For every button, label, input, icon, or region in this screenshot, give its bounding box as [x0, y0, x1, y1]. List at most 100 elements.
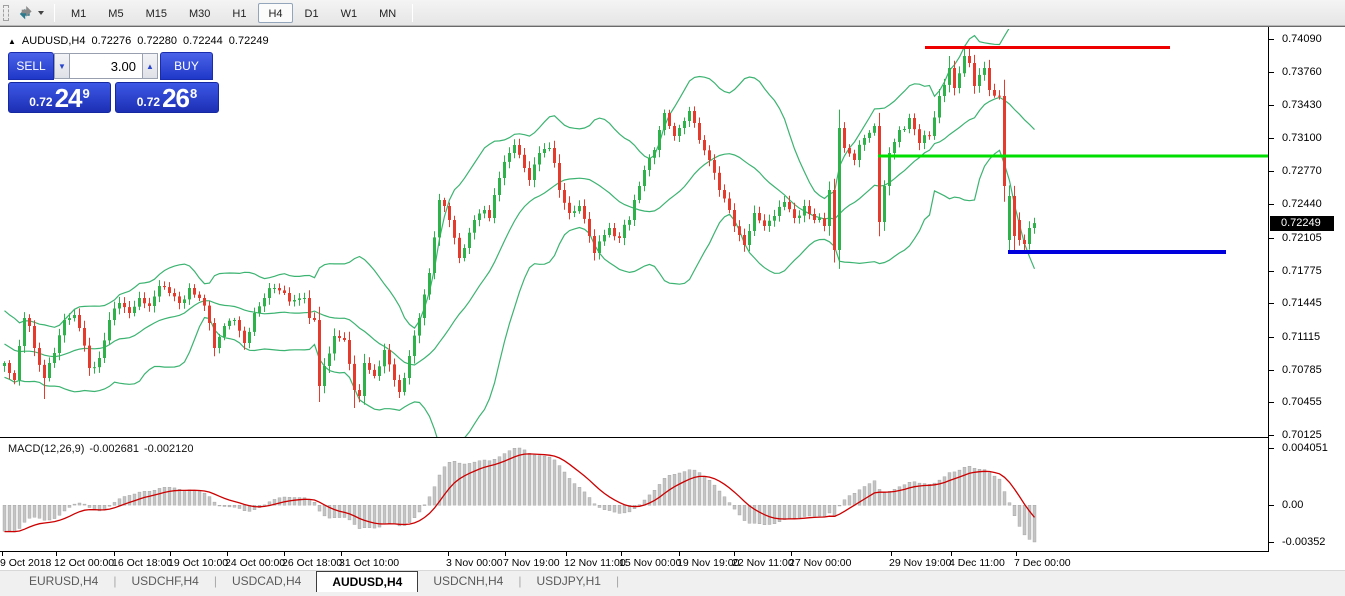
price-tick-label: 0.74090	[1282, 33, 1322, 45]
chart-tab-usdjpy-h1[interactable]: USDJPY,H1	[536, 574, 601, 588]
timeframe-button-m5[interactable]: M5	[108, 7, 124, 20]
tab-separator: |	[213, 574, 217, 588]
axis-tick	[1269, 448, 1274, 449]
time-tick	[2, 552, 3, 556]
chart-tab-audusd-h4[interactable]: AUDUSD,H4	[316, 571, 419, 592]
price-panel[interactable]: ▲ AUDUSD,H4 0.72276 0.72280 0.72244 0.72…	[0, 29, 1268, 437]
time-tick	[448, 552, 449, 556]
timeframe-button-d1[interactable]: D1	[304, 7, 319, 20]
price-axis[interactable]: 0.74090 0.73760 0.73430 0.73100 0.72770 0.724…	[1268, 27, 1345, 571]
axis-tick	[1269, 72, 1274, 73]
time-tick	[679, 552, 680, 556]
timeframe-button-h1[interactable]: H1	[232, 7, 247, 20]
chart-tab-bar: EURUSD,H4 | USDCHF,H4 | USDCAD,H4 AUDUSD,H4 US…	[0, 570, 1345, 596]
time-tick-label: 24 Oct 00:00	[225, 557, 286, 569]
price-tick-label: 0.70785	[1282, 364, 1322, 376]
level-line-green	[878, 154, 1268, 158]
price-tick-label: 0.70125	[1282, 429, 1322, 441]
price-tick-label: 0.72105	[1282, 232, 1322, 244]
macd-signal-line	[4, 453, 1036, 533]
timeframe-button-m30[interactable]: M30	[188, 7, 211, 20]
ohlc-close: 0.72249	[228, 35, 269, 47]
axis-tick	[1269, 138, 1274, 139]
chart-tab-usdchf-h4[interactable]: USDCHF,H4	[131, 574, 199, 588]
time-tick-label: 19 Oct 10:00	[168, 557, 229, 569]
timeframe-button-mn[interactable]: MN	[379, 7, 397, 20]
panel-divider[interactable]	[0, 437, 1345, 438]
chevron-down-icon[interactable]	[38, 10, 44, 15]
time-tick	[621, 552, 622, 556]
macd-signal-value: -0.002120	[143, 443, 194, 455]
toolbar-separator	[54, 3, 55, 22]
buy-button[interactable]: BUY	[160, 52, 213, 80]
time-axis[interactable]: 9 Oct 2018 12 Oct 00:00 16 Oct 18:00 19 Oct…	[0, 552, 1345, 571]
price-tick-label: 0.73100	[1282, 132, 1322, 144]
macd-max-label: 0.004051	[1282, 442, 1328, 454]
macd-panel[interactable]: MACD(12,26,9) -0.002681 -0.002120	[0, 440, 1268, 551]
chart-window[interactable]: ▲ AUDUSD,H4 0.72276 0.72280 0.72244 0.72…	[0, 26, 1345, 571]
chart-tab-eurusd-h4[interactable]: EURUSD,H4	[29, 574, 99, 588]
toolbar-grip[interactable]	[3, 4, 9, 21]
time-tick	[891, 552, 892, 556]
current-price-badge: 0.72249	[1270, 216, 1334, 231]
ask-price-panel[interactable]: 0.72 26 8	[115, 82, 219, 113]
sell-button[interactable]: SELL	[8, 52, 54, 80]
time-tick-label: 12 Nov 11:00	[564, 557, 626, 569]
resistance-line-red	[925, 46, 1170, 49]
panel-divider	[0, 551, 1345, 552]
time-tick-label: 31 Oct 10:00	[339, 557, 400, 569]
macd-zero-label: 0.00	[1282, 499, 1304, 511]
macd-indicator-label: MACD(12,26,9) -0.002681 -0.002120	[8, 443, 194, 455]
ohlc-high: 0.72280	[137, 35, 178, 47]
time-tick	[734, 552, 735, 556]
candlestick-chart[interactable]	[0, 29, 1268, 437]
bid-prefix: 0.72	[29, 95, 53, 109]
one-click-trading-widget: SELL ▼ ▲ BUY 0.72 24 9 0.72 26 8	[8, 52, 219, 113]
horizontal-level-lines[interactable]	[878, 46, 1268, 254]
axis-tick	[1269, 271, 1274, 272]
axis-tick	[1269, 402, 1274, 403]
time-tick	[566, 552, 567, 556]
axis-tick	[1269, 337, 1274, 338]
time-tick	[114, 552, 115, 556]
bollinger-lower	[4, 149, 1036, 437]
timeframe-toolbar: M1 M5 M15 M30 H1 H4 D1 W1 MN	[0, 0, 1345, 26]
axis-tick	[1269, 105, 1274, 106]
time-tick-label: 7 Dec 00:00	[1014, 557, 1071, 569]
new-order-button[interactable]	[15, 3, 47, 23]
toolbar-separator	[412, 3, 414, 22]
axis-tick	[1269, 370, 1274, 371]
timeframe-button-m15[interactable]: M15	[145, 7, 167, 20]
timeframe-button-h4[interactable]: H4	[258, 2, 293, 23]
volume-input[interactable]	[70, 53, 142, 79]
price-tick-label: 0.71775	[1282, 265, 1322, 277]
time-tick	[791, 552, 792, 556]
bollinger-upper	[4, 29, 1010, 329]
time-tick-label: 27 Nov 00:00	[789, 557, 852, 569]
time-tick-label: 26 Oct 18:00	[282, 557, 343, 569]
candlestick-series	[3, 47, 1036, 408]
timeframe-button-m1[interactable]: M1	[71, 7, 87, 20]
time-tick-label: 4 Dec 11:00	[949, 557, 1005, 569]
symbol-collapse-icon[interactable]: ▲	[8, 36, 16, 46]
support-line-blue	[1008, 250, 1226, 254]
ohlc-open: 0.72276	[91, 35, 132, 47]
macd-histogram	[2, 447, 1037, 543]
tab-separator: |	[615, 574, 620, 588]
timeframe-button-w1[interactable]: W1	[340, 7, 358, 20]
chart-tab-usdcad-h4[interactable]: USDCAD,H4	[231, 574, 302, 588]
time-tick-label: 9 Oct 2018	[0, 557, 52, 569]
time-tick	[951, 552, 952, 556]
time-tick-label: 19 Nov 19:00	[677, 557, 740, 569]
ohlc-low: 0.72244	[183, 35, 223, 47]
axis-tick	[1269, 204, 1274, 205]
time-tick-label: 7 Nov 19:00	[503, 557, 560, 569]
bid-price-panel[interactable]: 0.72 24 9	[8, 82, 111, 113]
macd-value: -0.002681	[89, 443, 139, 455]
new-order-icon	[19, 5, 32, 19]
volume-decrease-button[interactable]: ▼	[54, 53, 70, 79]
chart-tab-usdcnh-h4[interactable]: USDCNH,H4	[433, 574, 504, 588]
volume-increase-button[interactable]: ▲	[142, 53, 158, 79]
tab-separator: |	[113, 574, 117, 588]
